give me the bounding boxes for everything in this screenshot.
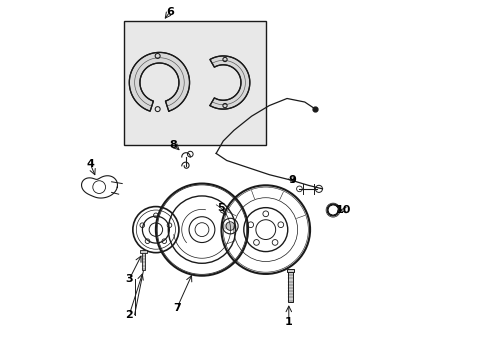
Text: 6: 6 [166, 6, 174, 17]
Bar [140, 250, 146, 253]
Polygon shape [129, 53, 189, 111]
Polygon shape [209, 56, 249, 109]
Bar [142, 251, 145, 270]
Text: 9: 9 [288, 175, 296, 185]
Text: 7: 7 [173, 303, 181, 312]
Bar [288, 270, 292, 302]
Text: 4: 4 [86, 159, 94, 169]
Text: 5: 5 [217, 203, 225, 213]
Bar [124, 21, 265, 145]
Text: 1: 1 [285, 317, 292, 327]
Text: 8: 8 [169, 140, 177, 149]
Text: 2: 2 [125, 310, 133, 320]
Text: 10: 10 [335, 205, 351, 215]
Bar [286, 269, 293, 272]
Text: 3: 3 [125, 274, 133, 284]
